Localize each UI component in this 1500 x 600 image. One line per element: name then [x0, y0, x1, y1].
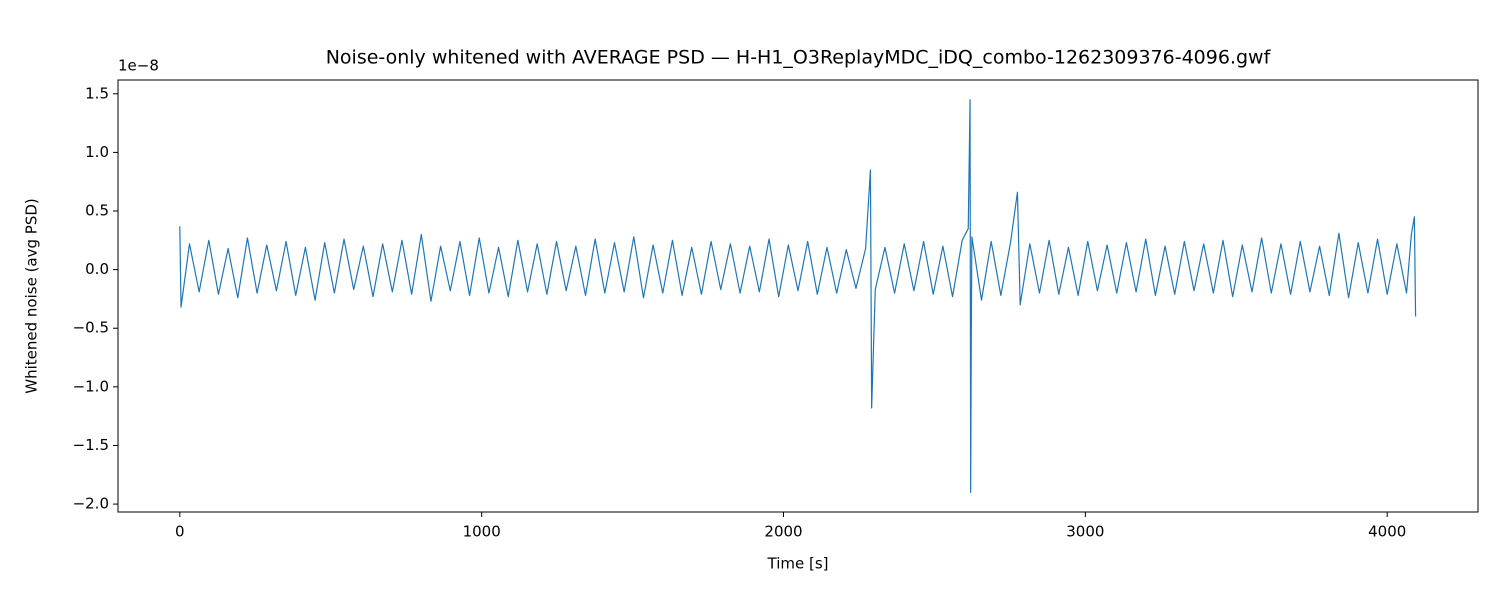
noise-line — [179, 99, 1417, 493]
plot-frame — [117, 79, 1479, 513]
y-offset-label: 1e−8 — [118, 57, 159, 75]
y-tick-label: −2.0 — [73, 495, 109, 513]
x-tick-label: 3000 — [1066, 523, 1104, 541]
x-tick-label: 2000 — [764, 523, 802, 541]
y-tick-label: 1.5 — [85, 84, 109, 102]
chart-title: Noise-only whitened with AVERAGE PSD — H… — [326, 47, 1272, 69]
y-tick-label: 1.0 — [85, 143, 109, 161]
y-tick-label: −0.5 — [73, 319, 109, 337]
x-axis-label: Time [s] — [767, 555, 829, 573]
y-tick-label: 0.5 — [85, 202, 109, 220]
y-tick-label: 0.0 — [85, 260, 109, 278]
x-tick-label: 4000 — [1368, 523, 1406, 541]
y-tick-label: −1.0 — [73, 377, 109, 395]
x-tick-label: 1000 — [463, 523, 501, 541]
y-tick-label: −1.5 — [73, 436, 109, 454]
x-tick-label: 0 — [175, 523, 185, 541]
y-axis-label: Whitened noise (avg PSD) — [23, 198, 41, 393]
